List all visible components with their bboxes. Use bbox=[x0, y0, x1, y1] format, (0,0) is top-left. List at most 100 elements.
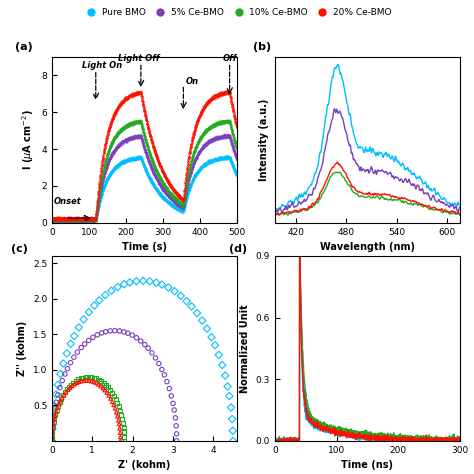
Point bbox=[49, 423, 57, 430]
Point bbox=[115, 420, 123, 428]
Point bbox=[141, 341, 149, 348]
Point bbox=[219, 361, 226, 369]
Point bbox=[215, 351, 223, 359]
Point bbox=[63, 350, 71, 357]
Text: (c): (c) bbox=[11, 244, 28, 254]
Point bbox=[208, 334, 215, 341]
Point bbox=[97, 377, 105, 385]
Point bbox=[67, 359, 74, 366]
Point bbox=[113, 399, 121, 406]
Point bbox=[117, 433, 124, 441]
Legend: Pure BMO, 5% Ce-BMO, 10% Ce-BMO, 20% Ce-BMO: Pure BMO, 5% Ce-BMO, 10% Ce-BMO, 20% Ce-… bbox=[79, 5, 395, 21]
Point bbox=[188, 302, 195, 310]
Point bbox=[85, 337, 92, 344]
Point bbox=[121, 437, 128, 445]
Point bbox=[74, 375, 82, 383]
Point bbox=[114, 283, 121, 291]
Point bbox=[66, 384, 74, 392]
Point bbox=[54, 402, 62, 410]
Point bbox=[146, 278, 154, 285]
Point bbox=[95, 376, 102, 383]
Point bbox=[49, 424, 57, 431]
Point bbox=[183, 297, 191, 305]
Point bbox=[77, 344, 85, 351]
Y-axis label: Z'' (kohm): Z'' (kohm) bbox=[18, 321, 27, 376]
Point bbox=[93, 331, 101, 338]
Point bbox=[164, 283, 172, 291]
Point bbox=[70, 354, 78, 361]
Point bbox=[153, 279, 160, 286]
Point bbox=[49, 428, 56, 435]
Point bbox=[133, 334, 140, 342]
Point bbox=[91, 301, 98, 309]
Point bbox=[72, 377, 80, 384]
Point bbox=[158, 366, 166, 374]
Y-axis label: I ($\mu$A cm$^{-2}$): I ($\mu$A cm$^{-2}$) bbox=[20, 109, 36, 170]
Point bbox=[224, 383, 231, 390]
Text: (b): (b) bbox=[253, 42, 271, 52]
Point bbox=[102, 328, 109, 336]
Point bbox=[109, 389, 116, 396]
Point bbox=[172, 414, 179, 422]
Point bbox=[49, 428, 56, 436]
Point bbox=[85, 308, 93, 316]
Point bbox=[171, 287, 178, 295]
Point bbox=[52, 391, 60, 398]
Point bbox=[120, 433, 128, 440]
Point bbox=[229, 437, 237, 445]
Point bbox=[116, 424, 124, 432]
Point bbox=[167, 392, 175, 400]
Point bbox=[49, 414, 57, 421]
Point bbox=[50, 413, 57, 420]
Point bbox=[95, 297, 103, 304]
Point bbox=[120, 428, 128, 436]
Point bbox=[137, 337, 145, 345]
Point bbox=[173, 437, 181, 445]
X-axis label: Wavelength (nm): Wavelength (nm) bbox=[320, 242, 415, 252]
Text: Light On: Light On bbox=[82, 61, 123, 70]
Text: (a): (a) bbox=[15, 42, 33, 52]
X-axis label: Z' (kohm): Z' (kohm) bbox=[118, 460, 171, 470]
Point bbox=[75, 378, 83, 385]
Point bbox=[120, 328, 128, 336]
Point bbox=[75, 324, 82, 331]
Point bbox=[54, 391, 62, 399]
Point bbox=[95, 381, 102, 388]
Point bbox=[114, 412, 121, 420]
Point bbox=[103, 389, 110, 396]
Point bbox=[56, 370, 64, 378]
Point bbox=[62, 388, 70, 396]
Point bbox=[59, 392, 66, 399]
Point bbox=[61, 370, 69, 378]
Point bbox=[126, 279, 134, 286]
Point bbox=[48, 437, 56, 445]
Text: Onset: Onset bbox=[53, 197, 81, 206]
Point bbox=[152, 354, 159, 362]
Point bbox=[80, 377, 88, 384]
Point bbox=[177, 292, 184, 300]
Point bbox=[80, 374, 87, 381]
Text: Off: Off bbox=[222, 54, 237, 63]
Point bbox=[87, 373, 95, 381]
Point bbox=[133, 277, 140, 285]
Point bbox=[52, 410, 59, 418]
Point bbox=[110, 401, 118, 409]
Point bbox=[48, 437, 56, 445]
Point bbox=[106, 327, 114, 335]
Point bbox=[113, 409, 120, 416]
Point bbox=[65, 383, 73, 391]
Point bbox=[80, 316, 88, 323]
Point bbox=[101, 386, 109, 394]
Point bbox=[50, 419, 57, 426]
Point bbox=[111, 404, 119, 412]
Point bbox=[64, 386, 72, 393]
Point bbox=[89, 334, 97, 341]
Point bbox=[116, 429, 124, 437]
Point bbox=[120, 424, 128, 431]
Point bbox=[115, 417, 122, 424]
Point bbox=[173, 430, 181, 438]
Point bbox=[211, 341, 219, 349]
Point bbox=[203, 325, 211, 332]
Point bbox=[227, 404, 235, 411]
Point bbox=[90, 378, 97, 385]
